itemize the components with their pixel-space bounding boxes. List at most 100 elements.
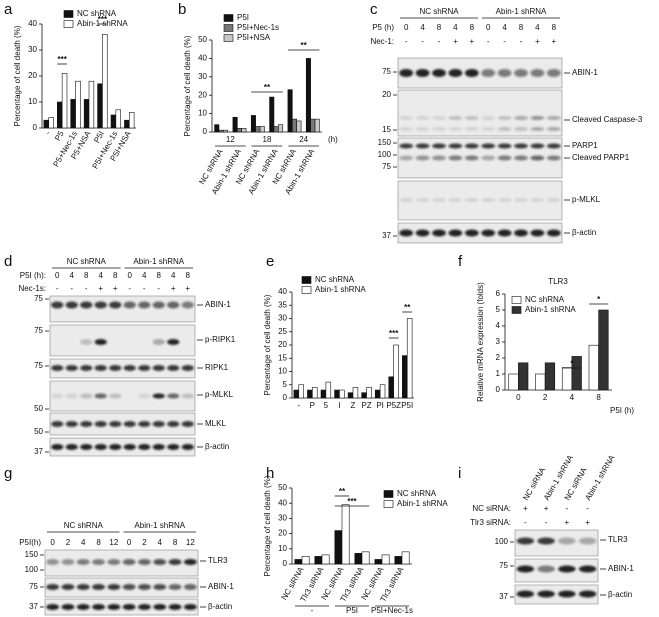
- blot-band: [399, 198, 414, 202]
- blot-band: [448, 127, 463, 131]
- blot-band: [497, 69, 512, 77]
- bar: [48, 117, 54, 129]
- panel-letter: g: [4, 465, 12, 482]
- x-axis-label: P5I (h): [610, 406, 634, 415]
- blot-band: [464, 143, 479, 149]
- panel-letter: h: [266, 465, 274, 482]
- y-tick-label: 15: [278, 353, 287, 362]
- blot-band: [51, 421, 64, 427]
- blot-band: [530, 229, 545, 237]
- legend-label: P5I+Nec-1s: [237, 23, 279, 32]
- legend-label: NC shRNA: [77, 9, 117, 18]
- bar: [296, 120, 302, 133]
- blot-band: [153, 584, 167, 590]
- blot-band: [448, 198, 463, 202]
- bar: [394, 556, 403, 565]
- bar: [571, 356, 582, 391]
- lane-label: 4: [99, 271, 104, 280]
- y-axis-label: Relative mRNA expression (folds): [476, 282, 485, 402]
- blot-band: [530, 143, 545, 149]
- target-label: MLKL: [205, 419, 226, 428]
- group-label: NC shRNA: [419, 7, 459, 16]
- blot-band: [399, 155, 414, 161]
- blot-band: [168, 604, 182, 610]
- blot-band: [497, 155, 512, 161]
- significance-label: *: [597, 295, 601, 304]
- y-tick-label: 40: [198, 54, 207, 63]
- bar: [314, 118, 320, 133]
- lane-label: 4: [502, 23, 507, 32]
- lane-label: +: [544, 504, 549, 513]
- blot-band: [51, 301, 64, 309]
- y-tick-label: 0: [496, 385, 501, 394]
- blot-band: [530, 116, 545, 120]
- y-tick-label: 1: [496, 369, 501, 378]
- significance-label: ***: [98, 15, 108, 24]
- bar: [218, 129, 224, 133]
- significance-label: **: [404, 303, 411, 312]
- blot-band: [578, 537, 597, 545]
- blot-band: [51, 444, 64, 450]
- legend-label: P5I: [237, 13, 249, 22]
- blot-band: [546, 69, 561, 77]
- bar: [388, 376, 394, 399]
- target-label: RIPK1: [205, 363, 229, 372]
- target-label: ABIN-1: [572, 68, 598, 77]
- blot-band: [578, 590, 597, 598]
- target-label: TLR3: [208, 556, 228, 565]
- group-label: Abin-1 shRNA: [133, 257, 184, 266]
- blot-band: [123, 301, 136, 309]
- significance-label: **: [339, 487, 346, 496]
- bar: [321, 554, 330, 565]
- lane-label: +: [113, 284, 118, 293]
- blot-strip: [397, 222, 563, 244]
- lane-label: -: [438, 37, 441, 46]
- blot-band: [432, 143, 446, 149]
- x-tick-label: -: [43, 129, 52, 136]
- blot-band: [168, 584, 182, 590]
- x-tick-label: PI: [376, 401, 384, 410]
- row-label: NC siRNA:: [472, 504, 511, 513]
- blot-band: [46, 584, 60, 590]
- panel-letter: i: [458, 465, 461, 482]
- blot-band: [167, 393, 180, 399]
- blot-band: [415, 155, 430, 161]
- significance-label: *: [570, 359, 574, 368]
- blot-band: [558, 590, 576, 598]
- blot-band: [138, 559, 151, 565]
- blot-band: [92, 604, 105, 610]
- y-tick-label: 0: [33, 123, 38, 132]
- lane-label: -: [487, 37, 490, 46]
- blot-band: [514, 229, 528, 237]
- target-label: β-actin: [208, 602, 232, 611]
- panel-letter: a: [4, 1, 13, 18]
- mw-marker: 150: [378, 138, 392, 147]
- y-tick-label: 5: [496, 305, 501, 314]
- blot-band: [537, 590, 555, 598]
- x-tick-label: 5: [324, 401, 329, 410]
- group-label: 12: [226, 135, 235, 144]
- y-axis-label: Percentage of cell death (%): [13, 25, 22, 126]
- legend-swatch: [383, 500, 394, 508]
- mw-marker: 50: [34, 404, 43, 413]
- bar: [124, 119, 130, 129]
- lane-label: -: [56, 284, 59, 293]
- blot-strip: [49, 437, 196, 457]
- lane-label: 0: [55, 271, 60, 280]
- mw-marker: 75: [34, 326, 43, 335]
- group-label: P5I: [346, 606, 358, 615]
- blot-band: [181, 421, 194, 427]
- blot-band: [138, 421, 151, 427]
- lane-label: +: [565, 518, 570, 527]
- panel-letter: f: [458, 253, 463, 270]
- blot-band: [80, 421, 93, 427]
- bar: [561, 367, 573, 391]
- blot-band: [109, 301, 122, 309]
- lane-label: -: [143, 284, 146, 293]
- blot-band: [181, 393, 194, 399]
- blot-band: [80, 393, 93, 399]
- blot-band: [399, 229, 414, 237]
- bar: [305, 58, 311, 133]
- lane-label: 8: [519, 23, 524, 32]
- blot-band: [464, 69, 479, 77]
